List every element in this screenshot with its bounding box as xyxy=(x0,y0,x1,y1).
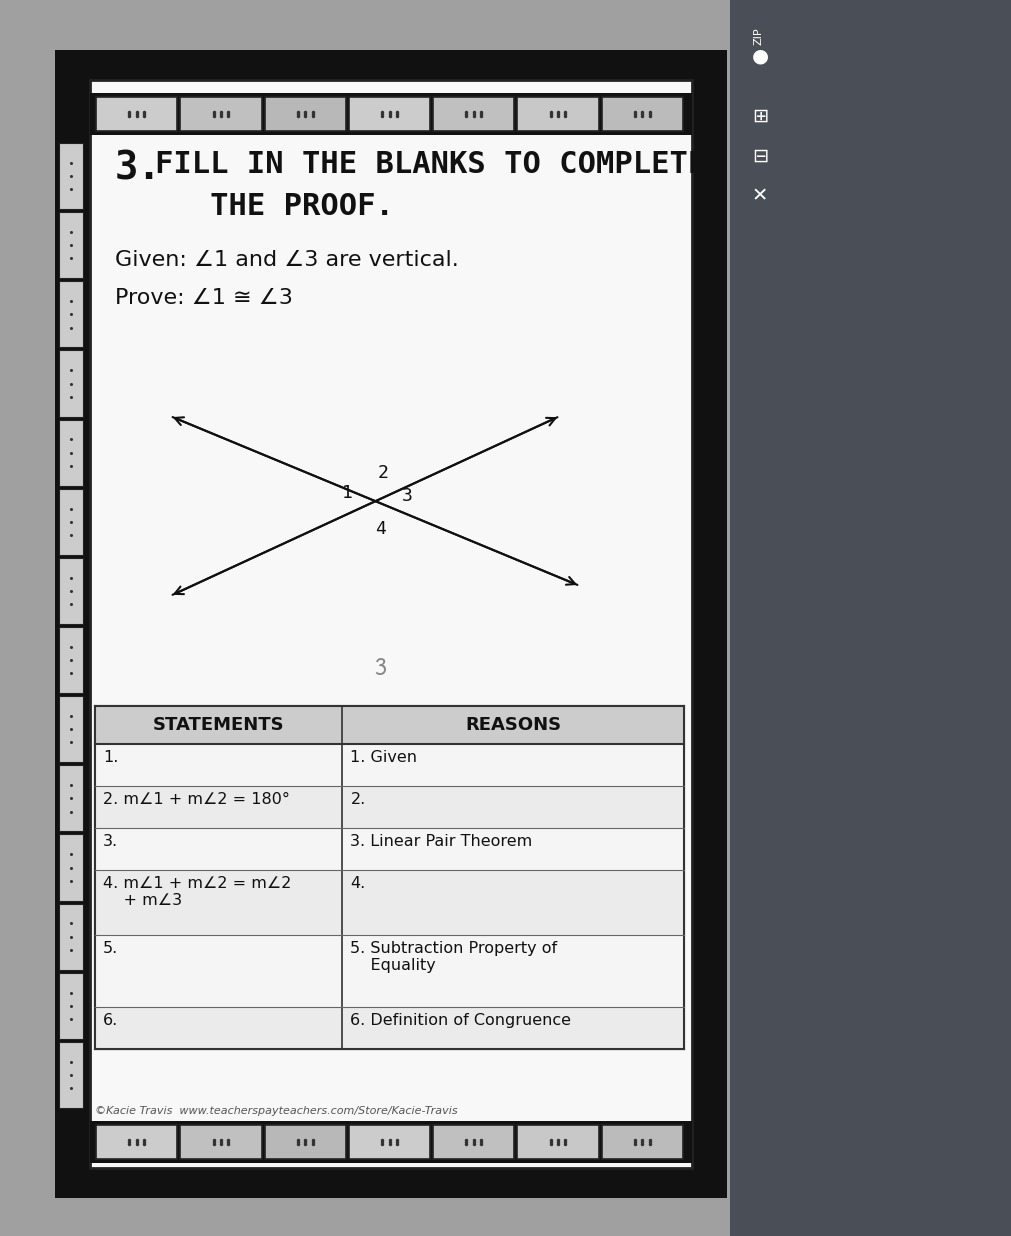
Bar xyxy=(265,1125,346,1159)
Text: 3.: 3. xyxy=(115,150,162,188)
Text: ⊞: ⊞ xyxy=(752,106,768,126)
Text: ✕: ✕ xyxy=(752,187,768,205)
Bar xyxy=(95,934,684,1007)
Text: 5.: 5. xyxy=(103,941,118,955)
Bar xyxy=(95,828,684,870)
Text: REASONS: REASONS xyxy=(465,716,561,734)
Bar xyxy=(90,80,692,1168)
Text: 2. m∠1 + m∠2 = 180°: 2. m∠1 + m∠2 = 180° xyxy=(103,792,290,807)
Text: 3: 3 xyxy=(402,487,412,506)
Text: 2.: 2. xyxy=(351,792,366,807)
Bar xyxy=(55,49,727,1198)
Text: 1: 1 xyxy=(342,485,353,502)
Text: 6. Definition of Congruence: 6. Definition of Congruence xyxy=(351,1014,571,1028)
Bar xyxy=(59,488,83,555)
Bar xyxy=(96,1125,177,1159)
Bar xyxy=(96,96,177,131)
Text: 3.: 3. xyxy=(103,834,118,849)
Text: 1.: 1. xyxy=(103,750,118,765)
Bar xyxy=(95,870,684,934)
Bar xyxy=(518,1125,599,1159)
Text: ⊟: ⊟ xyxy=(752,147,768,166)
Bar xyxy=(95,1007,684,1049)
Bar xyxy=(55,80,88,1168)
Bar xyxy=(59,351,83,417)
Bar xyxy=(349,96,430,131)
Bar xyxy=(59,282,83,347)
Bar xyxy=(730,0,1011,1236)
Text: 4. m∠1 + m∠2 = m∠2
    + m∠3: 4. m∠1 + m∠2 = m∠2 + m∠3 xyxy=(103,876,291,908)
Text: ©Kacie Travis  www.teacherspayteachers.com/Store/Kacie-Travis: ©Kacie Travis www.teacherspayteachers.co… xyxy=(95,1106,458,1116)
Bar xyxy=(433,96,515,131)
Bar xyxy=(90,1121,692,1163)
Bar xyxy=(59,696,83,763)
Text: THE PROOF.: THE PROOF. xyxy=(155,192,394,221)
Bar xyxy=(602,1125,683,1159)
Text: 4.: 4. xyxy=(351,876,366,891)
Text: ZIP: ZIP xyxy=(753,27,763,44)
Bar xyxy=(59,904,83,970)
Bar xyxy=(59,143,83,209)
Bar xyxy=(59,834,83,901)
Bar xyxy=(95,706,684,1049)
Text: 4: 4 xyxy=(375,520,386,538)
Text: FILL IN THE BLANKS TO COMPLETE: FILL IN THE BLANKS TO COMPLETE xyxy=(155,150,707,179)
Bar xyxy=(265,96,346,131)
Text: 2: 2 xyxy=(378,465,389,482)
Text: 6.: 6. xyxy=(103,1014,118,1028)
Bar xyxy=(602,96,683,131)
Bar xyxy=(59,765,83,832)
Bar xyxy=(90,93,692,135)
Bar xyxy=(180,96,262,131)
Text: STATEMENTS: STATEMENTS xyxy=(153,716,284,734)
Bar xyxy=(59,557,83,624)
Text: 3. Linear Pair Theorem: 3. Linear Pair Theorem xyxy=(351,834,533,849)
Text: 5. Subtraction Property of
    Equality: 5. Subtraction Property of Equality xyxy=(351,941,557,974)
Bar xyxy=(433,1125,515,1159)
Bar xyxy=(349,1125,430,1159)
Text: 1. Given: 1. Given xyxy=(351,750,418,765)
Bar xyxy=(59,627,83,693)
Bar xyxy=(59,213,83,278)
Text: ●: ● xyxy=(751,47,768,66)
Text: $\mathit{\mathscr{3}}$: $\mathit{\mathscr{3}}$ xyxy=(373,656,386,680)
Bar xyxy=(180,1125,262,1159)
Bar xyxy=(95,744,684,786)
Text: Prove: ∠1 ≅ ∠3: Prove: ∠1 ≅ ∠3 xyxy=(115,288,293,308)
Text: Given: ∠1 and ∠3 are vertical.: Given: ∠1 and ∠3 are vertical. xyxy=(115,250,459,269)
Bar xyxy=(518,96,599,131)
Bar xyxy=(59,1042,83,1107)
Bar xyxy=(59,419,83,486)
Bar xyxy=(95,706,684,744)
Bar xyxy=(59,973,83,1038)
Bar xyxy=(95,786,684,828)
